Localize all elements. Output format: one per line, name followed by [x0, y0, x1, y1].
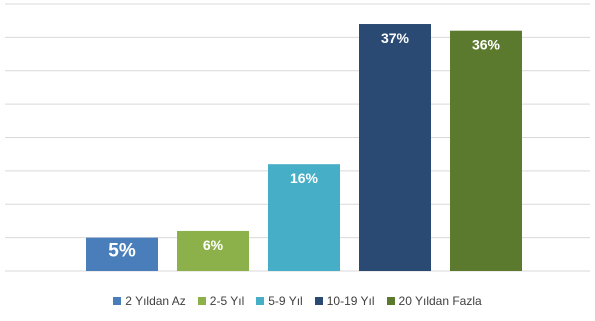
legend-swatch	[256, 297, 265, 305]
legend-swatch	[314, 297, 323, 305]
legend-label: 20 Yıldan Fazla	[398, 294, 482, 308]
legend-swatch	[113, 297, 122, 305]
legend-label: 2-5 Yıl	[209, 294, 245, 308]
legend-label: 5-9 Yıl	[268, 294, 303, 308]
data-label: 6%	[203, 237, 224, 253]
legend-item: 2-5 Yıl	[197, 294, 245, 308]
data-label: 37%	[381, 30, 410, 46]
legend-label: 10-19 Yıl	[326, 294, 375, 308]
data-label: 16%	[290, 170, 319, 186]
bar	[268, 164, 340, 271]
legend-swatch	[386, 297, 395, 305]
legend-item: 2 Yıldan Az	[113, 294, 186, 308]
bar	[177, 230, 249, 271]
data-label: 5%	[108, 241, 136, 262]
bar	[86, 237, 158, 271]
data-label: 36%	[472, 37, 501, 53]
legend-swatch	[197, 297, 206, 305]
legend-item: 5-9 Yıl	[256, 294, 303, 308]
legend-item: 10-19 Yıl	[314, 294, 375, 308]
legend-label: 2 Yıldan Az	[125, 294, 186, 308]
bar	[450, 30, 522, 272]
bar	[359, 24, 431, 272]
chart-legend: 2 Yıldan Az 2-5 Yıl 5-9 Yıl 10-19 Yıl 20 Yıl…	[0, 294, 595, 308]
legend-item: 20 Yıldan Fazla	[386, 294, 482, 308]
